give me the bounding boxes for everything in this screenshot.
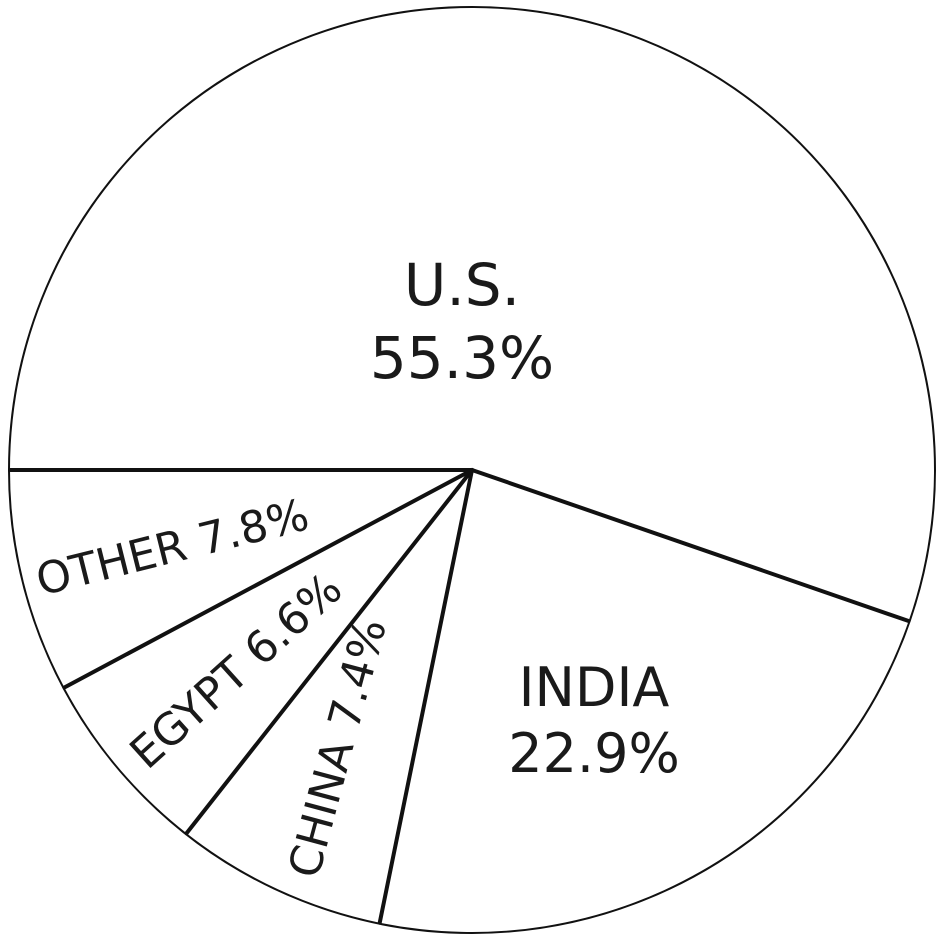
slice-label-india-name: INDIA — [519, 656, 670, 719]
pie-slice-india — [379, 470, 909, 932]
slice-divider-3 — [377, 468, 474, 925]
pie-slices — [10, 8, 934, 932]
slice-divider-5 — [62, 468, 474, 690]
slice-divider-4 — [184, 468, 474, 836]
pie-dividers — [8, 468, 911, 925]
pie-slice-china — [186, 470, 473, 923]
pie-slice-other — [10, 470, 472, 688]
slice-divider-2 — [470, 468, 911, 624]
pie-slice-u-s — [10, 8, 934, 622]
pie-slice-egypt — [64, 470, 472, 834]
slice-label-india-value: 22.9% — [508, 722, 680, 785]
slice-label-us-name: U.S. — [404, 251, 520, 319]
slice-label-us-value: 55.3% — [370, 324, 554, 392]
